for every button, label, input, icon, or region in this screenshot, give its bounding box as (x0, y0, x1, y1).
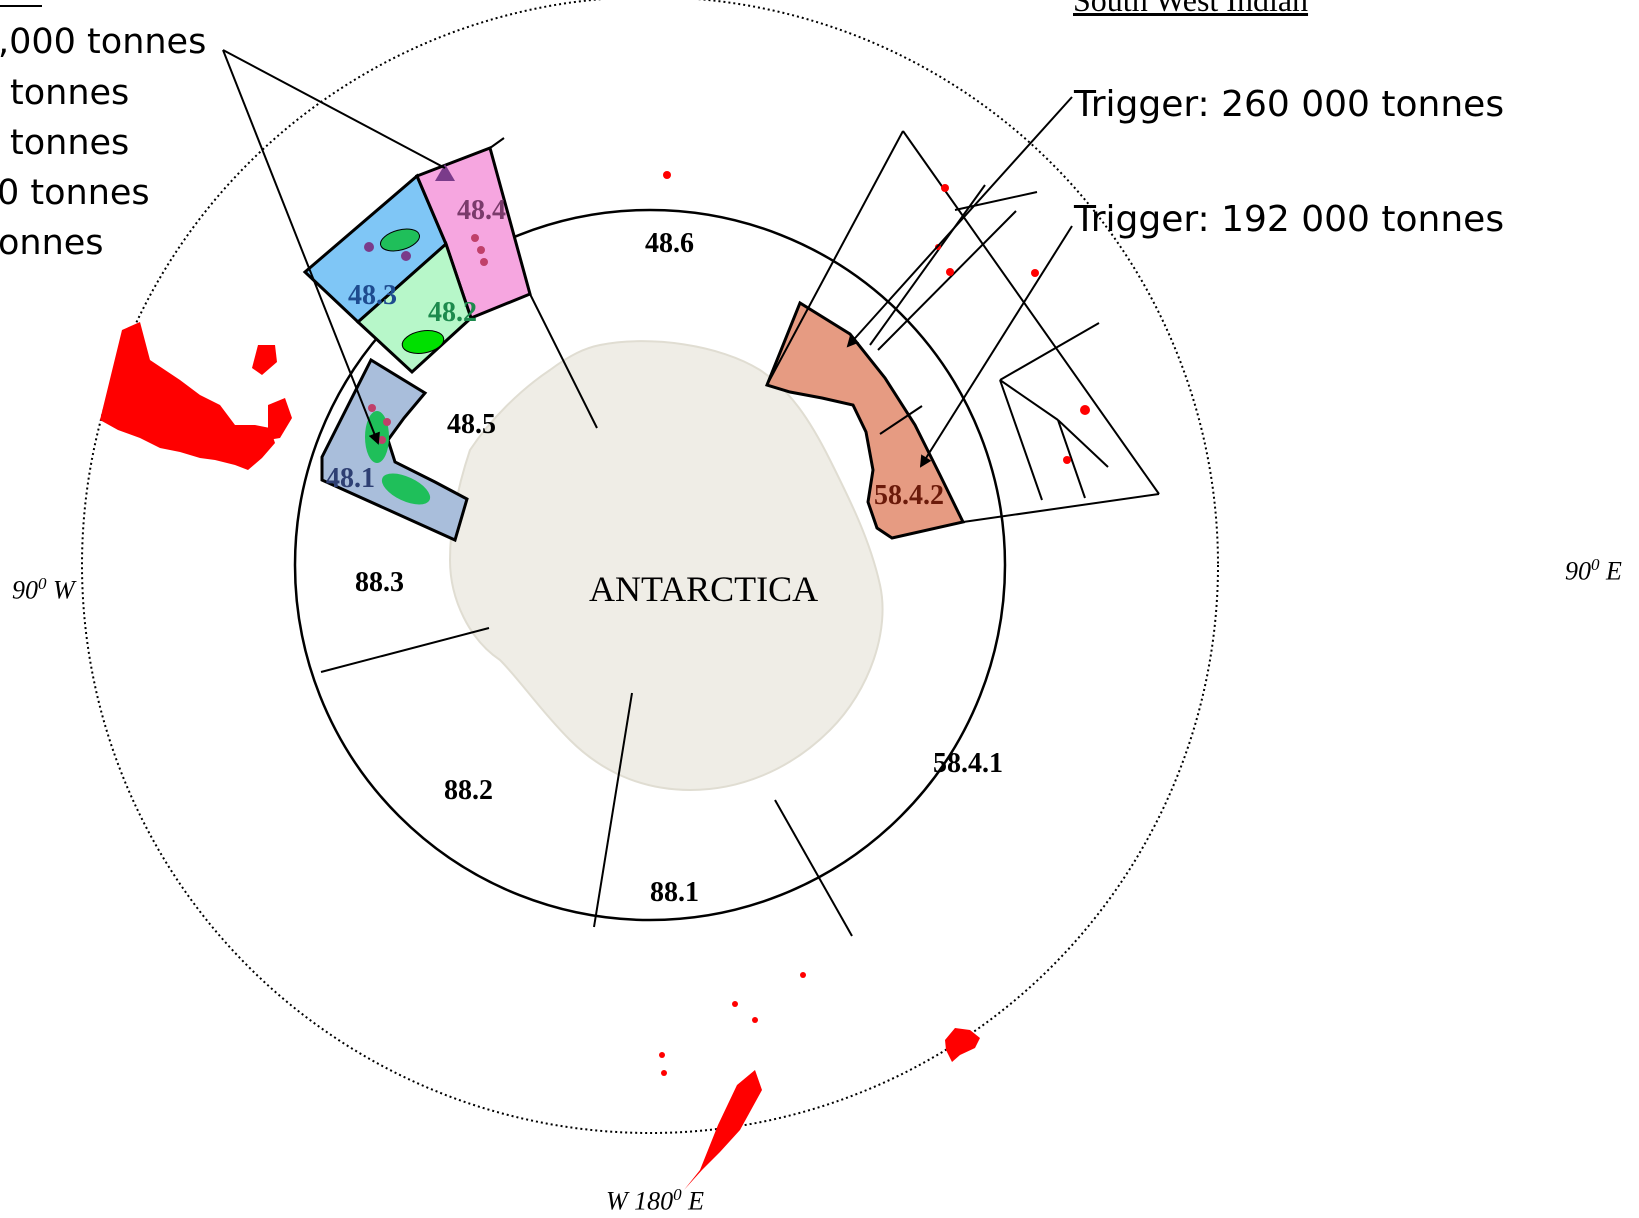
area-48-1-label: 48.1 (326, 463, 375, 494)
degree-mark: 0 (38, 574, 47, 593)
islands (100, 171, 1090, 1190)
region-title: South West Indian (1073, 0, 1309, 18)
left-underline-fragment (0, 5, 42, 7)
longitude-90w-value: 90 (12, 575, 38, 605)
longitude-90w-dir: W (53, 575, 75, 605)
left-text-line-4: 0 tonnes (0, 173, 150, 213)
area-88-2-label: 88.2 (444, 775, 493, 806)
longitude-180-dir: E (688, 1186, 705, 1216)
area-48-3-label: 48.3 (348, 280, 397, 311)
continent-label: ANTARCTICA (589, 569, 819, 609)
area-88-1-label: 88.1 (650, 877, 699, 908)
area-48-2-label: 48.2 (428, 297, 477, 328)
area-58-4-1-label: 58.4.1 (933, 748, 1003, 779)
outer-dotted-circle (81, 0, 1219, 1134)
pointer-lines (222, 49, 1073, 468)
longitude-90e: 900 E (1565, 555, 1622, 587)
antarctica-landmass (448, 340, 884, 792)
longitude-180: W 1800 E (606, 1185, 704, 1217)
left-text-line-1: ,000 tonnes (0, 22, 207, 62)
area-48-4-polygon (415, 146, 532, 320)
area-58-4-2-label: 58.4.2 (874, 480, 944, 511)
trigger-192000: Trigger: 192 000 tonnes (1074, 199, 1505, 240)
area-48-4-label: 48.4 (457, 195, 506, 226)
longitude-180-value: W 180 (606, 1186, 674, 1216)
triangle-marker-icon (435, 164, 455, 181)
left-text-line-3: tonnes (10, 123, 130, 163)
area-48-1-polygon (320, 357, 469, 543)
antarctic-peninsula (480, 456, 575, 520)
area-88-3-label: 88.3 (355, 567, 404, 598)
left-text-line-2: tonnes (10, 73, 130, 113)
area-boundaries (320, 130, 1160, 937)
area-48-6-label: 48.6 (645, 228, 694, 259)
trigger-260000: Trigger: 260 000 tonnes (1074, 84, 1505, 125)
area-58-4-2-polygon (764, 300, 966, 540)
longitude-90e-dir: E (1606, 556, 1622, 586)
longitude-90e-value: 90 (1565, 556, 1591, 586)
ccamlr-boundary-circle (293, 208, 1007, 922)
left-text-line-5: onnes (0, 223, 104, 263)
degree-mark: 0 (1591, 555, 1600, 574)
degree-mark: 0 (673, 1185, 682, 1204)
longitude-90w: 900 W (12, 574, 75, 606)
area-48-5-label: 48.5 (447, 409, 496, 440)
